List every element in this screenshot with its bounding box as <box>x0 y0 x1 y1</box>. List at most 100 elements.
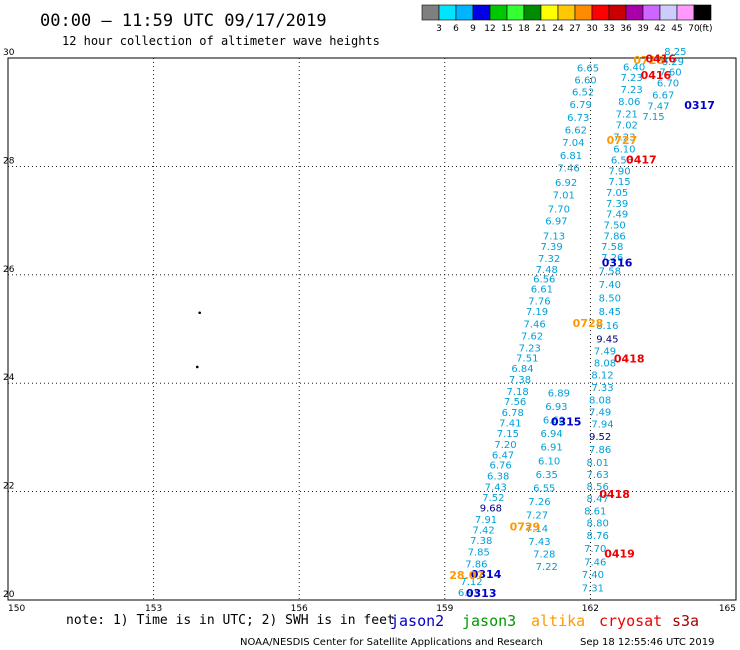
wave-height-point: 6.61 <box>531 284 553 295</box>
wave-height-point: 7.40 <box>582 570 604 581</box>
wave-height-point: 8.25 <box>664 47 686 58</box>
wave-height-point: 6.47 <box>492 450 514 461</box>
wave-height-point: 7.49 <box>589 408 611 419</box>
colorbar-label: 15 <box>501 24 512 34</box>
time-label: 0729 <box>510 520 541 533</box>
satellite-label-jason3: jason3 <box>462 612 516 630</box>
wave-height-point: 6.67 <box>652 90 674 101</box>
wave-height-point: 6.78 <box>502 408 524 419</box>
wave-height-point: 6.79 <box>570 100 592 111</box>
wave-height-point: 6.91 <box>540 443 562 454</box>
wave-height-point: 7.12 <box>460 577 482 588</box>
wave-height-point: 7.43 <box>485 482 507 493</box>
colorbar-unit: (ft) <box>699 24 713 34</box>
colorbar-swatch <box>574 4 593 21</box>
wave-height-point: 7.90 <box>608 166 630 177</box>
wave-height-point: 7.33 <box>591 383 613 394</box>
wave-height-point: 7.32 <box>538 254 560 265</box>
plot-area <box>7 57 737 601</box>
satellite-legend: jason2 jason3 altika cryosat s3a <box>390 612 699 630</box>
wave-height-point: 7.19 <box>526 307 548 318</box>
y-tick-label: 28 <box>3 156 15 166</box>
wave-height-point: 7.86 <box>604 231 626 242</box>
wave-height-point: 6.56 <box>533 275 555 286</box>
wave-height-point: 7.42 <box>472 526 494 537</box>
wave-height-point: 7.40 <box>599 280 621 291</box>
y-tick-label: 22 <box>3 482 14 492</box>
colorbar-swatch <box>455 4 474 21</box>
wave-height-point: 7.63 <box>587 470 609 481</box>
colorbar-swatch <box>676 4 695 21</box>
wave-height-point: 9.52 <box>589 432 611 443</box>
wave-height-point: 7.28 <box>533 550 555 561</box>
time-label: 0317 <box>684 99 715 112</box>
x-tick-label: 150 <box>8 604 25 614</box>
colorbar-legend: 3 6 9 12 15 18 21 24 27 30 33 36 39 42 45 70 (ft) <box>421 4 713 34</box>
colorbar-swatch <box>438 4 457 21</box>
wave-height-point: 7.15 <box>642 112 664 123</box>
wave-height-point: 6.84 <box>511 364 533 375</box>
wave-height-point: 6.35 <box>536 470 558 481</box>
grid-lines <box>8 58 736 600</box>
axis-ticks: 150 153 156 159 162 165 20 22 24 26 28 30 <box>3 48 736 614</box>
wave-height-point: 7.05 <box>606 188 628 199</box>
wave-height-point: 6.40 <box>623 62 645 73</box>
wave-height-point: 8.61 <box>584 507 606 518</box>
wave-height-point: 7.46 <box>557 164 579 175</box>
wave-height-point: 7.76 <box>528 296 550 307</box>
wave-height-point: 7.38 <box>509 375 531 386</box>
wave-height-point: 7.31 <box>582 584 604 595</box>
colorbar-label: 3 <box>436 24 442 34</box>
wave-height-point: 6.53 <box>611 155 633 166</box>
wave-height-point: 6.55 <box>533 483 555 494</box>
colorbar-label: 36 <box>620 24 632 34</box>
wave-height-point: 7.70 <box>548 204 570 215</box>
colorbar-swatch <box>659 4 678 21</box>
wave-height-point: 7.23 <box>621 85 643 96</box>
time-label: 0416 <box>645 53 676 66</box>
colorbar-label: 6 <box>453 24 459 34</box>
x-tick-label: 156 <box>291 604 308 614</box>
time-label: 0316 <box>602 256 633 269</box>
time-label: 0314 <box>471 568 502 581</box>
y-tick-label: 26 <box>3 265 15 275</box>
chart-title: 00:00 – 11:59 UTC 09/17/2019 <box>40 11 327 31</box>
wave-height-point: 6.95 <box>458 588 480 599</box>
wave-height-point: 7.02 <box>616 120 638 131</box>
colorbar-swatch <box>625 4 644 21</box>
wave-height-point: 7.15 <box>497 429 519 440</box>
wave-height-point: 7.26 <box>528 497 550 508</box>
colorbar-label: 33 <box>603 24 614 34</box>
time-label: 0416 <box>641 69 672 82</box>
time-label: 0726 <box>633 54 664 67</box>
colorbar-swatch <box>523 4 542 21</box>
y-tick-label: 30 <box>3 48 15 58</box>
x-tick-label: 165 <box>719 604 736 614</box>
colorbar-swatch <box>540 4 559 21</box>
wave-height-point: 7.46 <box>584 558 606 569</box>
wave-height-point: 6.52 <box>572 88 594 99</box>
colorbar-swatch <box>693 4 712 21</box>
wave-height-point: 7.48 <box>536 265 558 276</box>
time-label: 28.07 <box>449 569 484 582</box>
wave-height-point: 7.15 <box>608 177 630 188</box>
colorbar-swatch <box>557 4 576 21</box>
wave-height-point: 7.41 <box>499 418 521 429</box>
wave-height-point: 7.39 <box>540 242 562 253</box>
wave-height-point: 7.39 <box>606 199 628 210</box>
colorbar-swatch <box>489 4 508 21</box>
time-label: 0728 <box>573 317 604 330</box>
wave-height-point: 7.23 <box>621 73 643 84</box>
land-points <box>195 311 202 369</box>
wave-height-point: 7.21 <box>616 109 638 120</box>
wave-height-point: 7.14 <box>526 524 548 535</box>
time-label: 0313 <box>466 587 497 600</box>
wave-height-point: 7.43 <box>528 537 550 548</box>
wave-height-point: 8.06 <box>618 97 640 108</box>
wave-height-point: 6.10 <box>613 145 635 156</box>
colorbar-label: 24 <box>552 24 564 34</box>
colorbar-swatch <box>506 4 525 21</box>
data-points: 6.957.127.867.857.387.427.919.687.527.43… <box>458 47 687 599</box>
wave-height-point: 7.62 <box>521 332 543 343</box>
wave-height-point: 8.76 <box>587 531 609 542</box>
